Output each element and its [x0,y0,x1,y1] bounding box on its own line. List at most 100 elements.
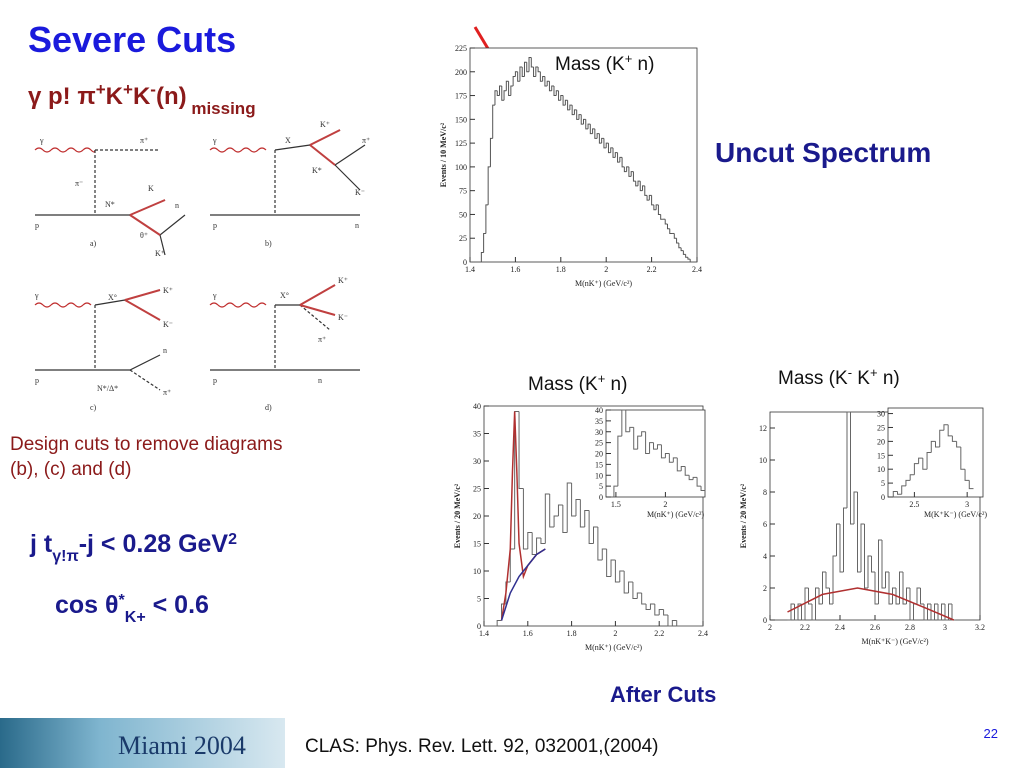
histogram-bin [596,133,600,139]
particle-label: p [35,221,39,230]
histogram-bin [542,76,545,82]
histogram-bin [583,118,586,125]
histogram-bin [874,572,879,605]
histogram-bin [895,588,900,605]
particle-label: K⁺ [155,249,165,258]
histogram-bin [666,223,670,230]
y-tick-label: 100 [455,163,467,172]
histogram-bin [626,166,629,172]
particle-label: γ [212,136,217,145]
text-run: K+ [125,609,146,626]
histogram-bin [671,620,677,626]
histogram-bin [564,99,568,106]
histogram-bin [573,109,577,115]
panel-label: a) [90,239,97,248]
histogram-bin [535,66,539,77]
histogram-bin [528,57,532,72]
y-tick-label: 20 [473,512,481,521]
cut-2: cos θ*K+ < 0.6 [55,591,209,626]
histogram-bin [571,105,575,116]
histogram-bin [808,588,812,605]
histogram-bin [676,457,682,472]
histogram-bin [836,523,840,556]
text-run: Mass (K [778,368,848,389]
histogram-bin [571,483,576,517]
text-run: γ!π [52,548,78,565]
histogram-bin [680,466,686,471]
histogram-bin [926,452,932,470]
fit-curve [500,548,546,621]
histogram-bin [598,133,602,144]
y-tick-label: 25 [459,234,467,243]
page-number: 22 [984,726,998,741]
histogram-bin [527,532,533,549]
histogram-bin [918,457,923,464]
text-run: Mass (K [528,374,598,395]
x-tick-label: 2.4 [692,265,702,274]
histogram-bin [956,441,961,448]
particle-label: n [163,346,167,355]
x-tick-label: 3 [965,500,969,509]
y-tick-label: 0 [599,493,603,502]
histogram-bin [923,604,928,621]
histogram-bin [930,440,936,453]
x-tick-label: 2 [663,500,667,509]
plot-frame [605,409,706,498]
text-run: missing [187,99,256,118]
histogram-bin [492,104,495,139]
particle-label: γ [39,136,44,145]
histogram-bin [496,620,502,626]
histogram-bin [871,556,875,573]
histogram-bin [656,444,662,450]
histogram-bin [606,549,612,577]
histogram-bin [934,603,938,620]
histogram-bin [566,482,572,533]
histogram-bin [526,62,530,73]
histogram-bin [930,604,935,621]
y-tick-label: 5 [881,479,885,488]
x-tick-label: 1.4 [479,629,489,638]
histogram-bin [558,90,561,101]
cut-1: j tγ!π-j < 0.28 GeV2 [29,530,237,565]
histogram-bin [544,493,550,544]
histogram-bin [901,485,906,495]
text-run: n) [632,54,654,75]
histogram-bin [619,570,625,582]
histogram-bin [610,559,616,577]
histogram-bin [517,71,520,82]
histogram-bin [580,114,584,125]
particle-label: p [213,376,217,385]
histogram-bin [569,104,573,110]
y-tick-label: 20 [595,450,603,459]
particle-label: π⁺ [318,335,326,344]
histogram-bin [645,431,650,454]
x-tick-label: 2.2 [800,623,810,632]
histogram-bin [668,453,674,463]
histogram-bin [687,257,691,260]
histogram-bin [546,80,550,87]
histogram-bin [899,571,903,604]
chart-title: Mass (K+ n) [528,371,627,396]
histogram-bin [653,442,658,450]
histogram-bin [867,555,872,588]
histogram-bin [818,588,823,605]
y-tick-label: 20 [877,437,885,446]
histogram-bin [614,560,620,583]
y-axis-label: Events / 20 MeV/c² [739,483,748,548]
histogram-bin [557,504,563,516]
histogram-bin [589,124,593,135]
histogram-bin [878,539,882,604]
histogram-bin [603,138,607,149]
text-run: K [106,83,124,110]
histogram-bin [790,603,795,620]
text-run: (n) [156,83,187,110]
x-tick-label: 1.6 [523,629,533,638]
histogram-bin [689,259,693,263]
after-label: After Cuts [610,682,716,707]
particle-label: K⁻ [338,313,348,322]
x-axis-label: M(nK⁺) (GeV/c²) [647,510,704,519]
y-tick-label: 25 [473,485,481,494]
particle-label: N* [105,200,115,209]
histogram-bin [551,85,554,91]
